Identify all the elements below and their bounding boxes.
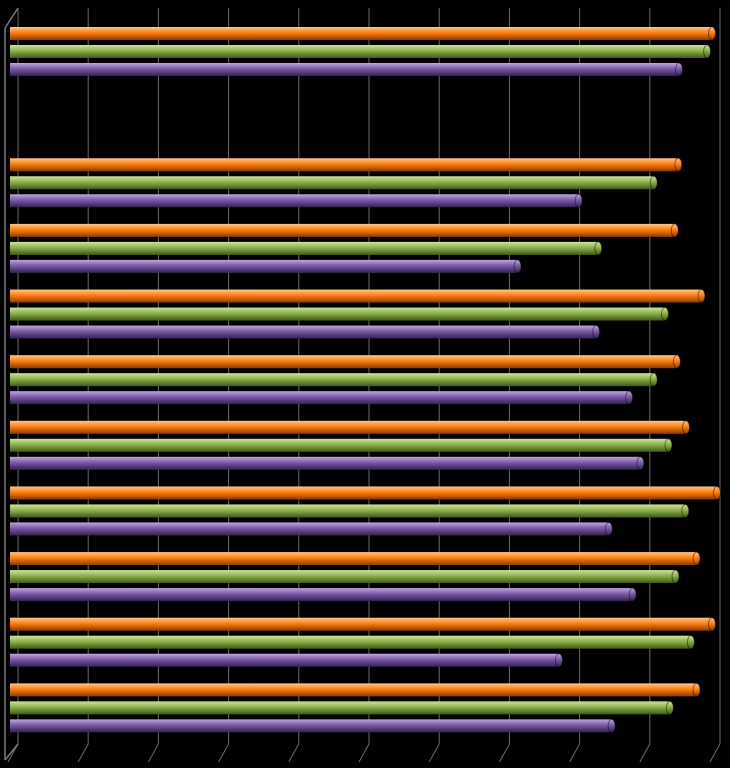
bar-end-cap xyxy=(604,521,613,536)
bar-end-cap xyxy=(636,456,645,471)
bar-end-cap xyxy=(682,420,691,435)
bar-end-cap xyxy=(708,26,716,41)
bar xyxy=(10,325,597,339)
gridline-floor xyxy=(77,743,89,763)
bar-end-cap xyxy=(625,390,634,405)
bar-end-cap xyxy=(607,718,616,733)
bar-end-cap xyxy=(692,682,701,697)
bar-end-cap xyxy=(664,438,673,453)
gridline-floor xyxy=(218,743,230,763)
bar-end-cap xyxy=(554,653,563,668)
bar-end-cap xyxy=(670,223,679,238)
bar xyxy=(10,438,669,452)
bar-end-cap xyxy=(708,617,716,632)
bar xyxy=(10,63,680,76)
gridline-floor xyxy=(569,743,581,763)
bar-end-cap xyxy=(703,44,712,59)
bar xyxy=(10,289,702,303)
bar xyxy=(10,355,677,369)
bar xyxy=(10,522,609,536)
bar-end-cap xyxy=(681,503,690,518)
bar xyxy=(10,701,670,715)
bar-end-cap xyxy=(692,551,701,566)
bar-end-cap xyxy=(660,307,669,322)
bar-end-cap xyxy=(712,485,721,500)
bar xyxy=(10,719,612,733)
floor-edge xyxy=(4,743,19,761)
bar xyxy=(10,653,559,667)
bar xyxy=(10,570,676,584)
bar-end-cap xyxy=(686,635,695,650)
bar-end-cap xyxy=(697,289,706,304)
bar-end-cap xyxy=(665,700,674,715)
bar xyxy=(10,223,675,237)
gridline-floor xyxy=(428,743,440,763)
bar xyxy=(10,45,708,58)
left-wall-top-edge xyxy=(4,7,19,29)
bar xyxy=(10,617,712,631)
bar xyxy=(10,158,679,172)
bar xyxy=(10,307,665,321)
bar xyxy=(10,635,691,649)
plot-area-frame xyxy=(4,7,19,761)
bar xyxy=(10,27,712,40)
bar xyxy=(10,194,579,208)
bar xyxy=(10,176,654,190)
bar xyxy=(10,373,654,387)
gridline-floor xyxy=(639,743,651,763)
gridline-floor xyxy=(709,743,721,763)
bar xyxy=(10,683,697,697)
bar xyxy=(10,241,599,255)
bar xyxy=(10,588,633,602)
bar-end-cap xyxy=(594,241,603,256)
bar xyxy=(10,391,630,405)
bar-end-cap xyxy=(513,259,522,274)
bar-end-cap xyxy=(672,354,681,369)
bar xyxy=(10,420,687,434)
bar xyxy=(10,486,717,500)
gridline-floor xyxy=(288,743,300,763)
bar-end-cap xyxy=(671,569,680,584)
gridline-floor xyxy=(358,743,370,763)
bar-end-cap xyxy=(675,62,684,77)
bar xyxy=(10,504,686,518)
bar-end-cap xyxy=(649,372,658,387)
bars xyxy=(10,26,721,733)
bar-end-cap xyxy=(649,175,658,190)
bar-end-cap xyxy=(674,157,683,172)
bar xyxy=(10,456,641,470)
bar-end-cap xyxy=(592,325,601,340)
bar-end-cap xyxy=(574,193,583,208)
bar xyxy=(10,259,518,273)
gridline-floor xyxy=(498,743,510,763)
bar-end-cap xyxy=(628,587,637,602)
bar xyxy=(10,552,697,566)
gridline-floor xyxy=(147,743,159,763)
